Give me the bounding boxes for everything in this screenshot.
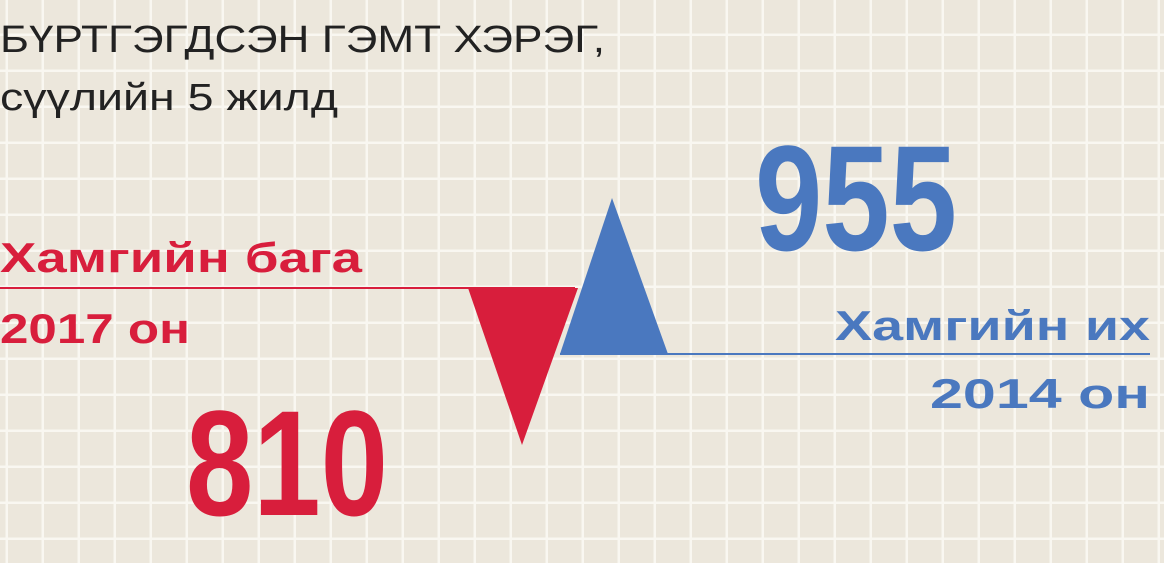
max-value: 955: [755, 114, 957, 282]
min-triangle: [468, 288, 578, 445]
title-line: сүүлийн 5 жилд: [0, 77, 338, 119]
max-triangle: [560, 198, 668, 354]
max-year: 2014 он: [930, 370, 1150, 417]
min-year: 2017 он: [0, 305, 190, 352]
min-label: Хамгийн бага: [0, 234, 363, 281]
title-line: БҮРТГЭГДСЭН ГЭМТ ХЭРЭГ,: [0, 19, 605, 61]
min-value: 810: [186, 379, 388, 547]
max-label: Хамгийн их: [835, 302, 1151, 349]
